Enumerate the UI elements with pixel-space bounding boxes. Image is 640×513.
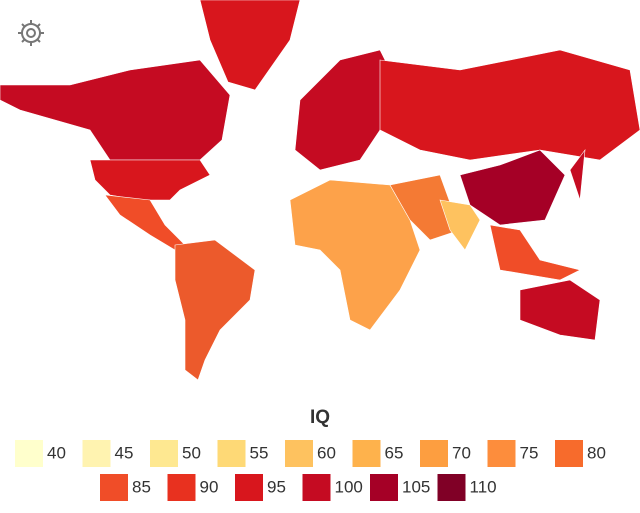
legend-label: 85 [132,477,151,496]
africa [289,179,421,331]
legend-label: 100 [335,477,363,496]
world-map [0,0,640,381]
legend-label: 40 [47,443,66,462]
legend-swatch [437,474,466,501]
legend-label: 70 [452,443,471,462]
legend-swatch [487,440,516,467]
legend-label: 50 [182,443,201,462]
middle-east [389,174,461,241]
legend-label: 80 [587,443,606,462]
legend-title: IQ [310,407,330,428]
legend-swatch [82,440,111,467]
legend-swatch [285,440,313,467]
greenland [199,0,301,91]
legend-label: 90 [200,477,219,496]
legend-swatch [555,440,583,467]
legend-swatch [370,474,398,501]
south-america [174,239,256,381]
legend-label: 65 [385,443,404,462]
legend-label: 55 [250,443,269,462]
legend-swatch [217,440,246,467]
legend-swatch [302,474,331,501]
legend-label: 60 [317,443,336,462]
japan [569,148,586,201]
southeast-asia [489,224,581,281]
legend-swatch [15,440,43,467]
legend: 40 45 50 55 60 65 70 75 80 85 90 95 100 105 110 [15,440,606,501]
india [439,199,481,251]
mexico-central-america [104,194,186,251]
legend-swatch [420,440,448,467]
china [459,149,566,226]
settings-button[interactable] [18,20,44,46]
legend-swatch [235,474,263,501]
united-states [89,159,211,201]
legend-swatch [100,474,128,501]
legend-label: 105 [402,477,430,496]
legend-label: 75 [520,443,539,462]
legend-label: 45 [115,443,134,462]
russia [379,49,640,161]
legend-label: 110 [470,477,497,496]
canada [0,59,231,161]
legend-swatch [150,440,178,467]
legend-swatch [167,474,196,501]
australia [519,279,601,341]
legend-label: 95 [267,477,286,496]
legend-swatch [352,440,381,467]
